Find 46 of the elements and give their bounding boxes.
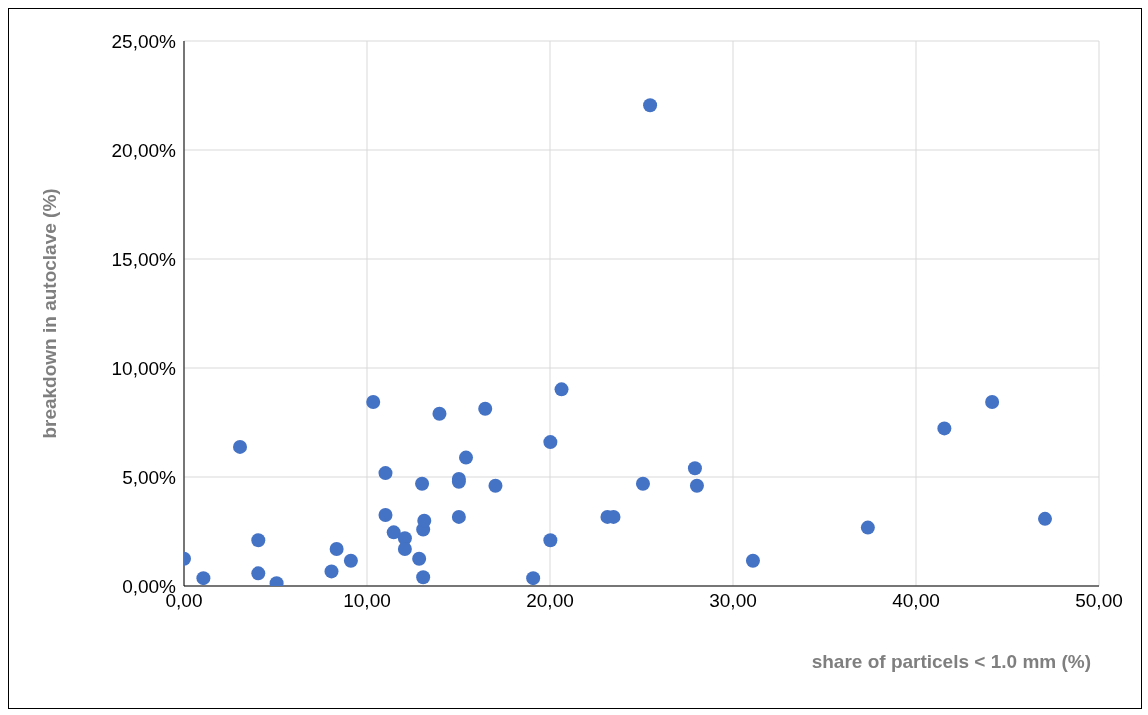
y-tick-label: 25,00% — [111, 30, 177, 52]
point — [324, 564, 339, 579]
point — [233, 439, 247, 454]
point — [415, 476, 430, 491]
point — [329, 541, 344, 556]
x-tick-label: 20,00 — [526, 590, 574, 612]
point — [1038, 511, 1053, 526]
x-tick-label: 30,00 — [709, 590, 757, 612]
point — [412, 551, 427, 566]
point — [378, 507, 393, 522]
point — [543, 533, 558, 548]
point — [937, 421, 952, 436]
point — [635, 476, 650, 491]
point — [478, 401, 493, 416]
y-tick-label: 5,00% — [122, 466, 177, 488]
point — [543, 435, 558, 450]
point — [386, 525, 401, 540]
x-tick-label: 10,00 — [343, 590, 391, 612]
point — [687, 461, 702, 476]
point — [397, 541, 412, 556]
point — [459, 450, 473, 465]
point — [251, 566, 266, 581]
point — [417, 513, 432, 528]
point — [689, 478, 704, 493]
point — [451, 509, 466, 524]
y-tick-label: 15,00% — [111, 248, 177, 270]
point — [488, 478, 503, 493]
point — [432, 406, 447, 421]
point — [343, 553, 358, 568]
y-tick-label: 10,00% — [111, 357, 177, 379]
point — [251, 533, 266, 548]
x-tick-label: 50,00 — [1075, 590, 1123, 612]
y-tick-label: 20,00% — [111, 139, 177, 161]
point — [526, 571, 541, 586]
point — [643, 98, 658, 113]
point — [554, 382, 569, 397]
point — [366, 395, 381, 410]
x-axis-title: share of particels < 1.0 mm (%) — [811, 651, 1091, 672]
point — [745, 553, 760, 568]
point — [416, 570, 431, 585]
point — [860, 520, 875, 535]
point — [985, 395, 1000, 410]
y-axis-title: breakdown in autoclave (%) — [38, 188, 60, 439]
x-tick-label: 40,00 — [892, 590, 940, 612]
point — [196, 571, 211, 586]
point — [378, 466, 393, 481]
